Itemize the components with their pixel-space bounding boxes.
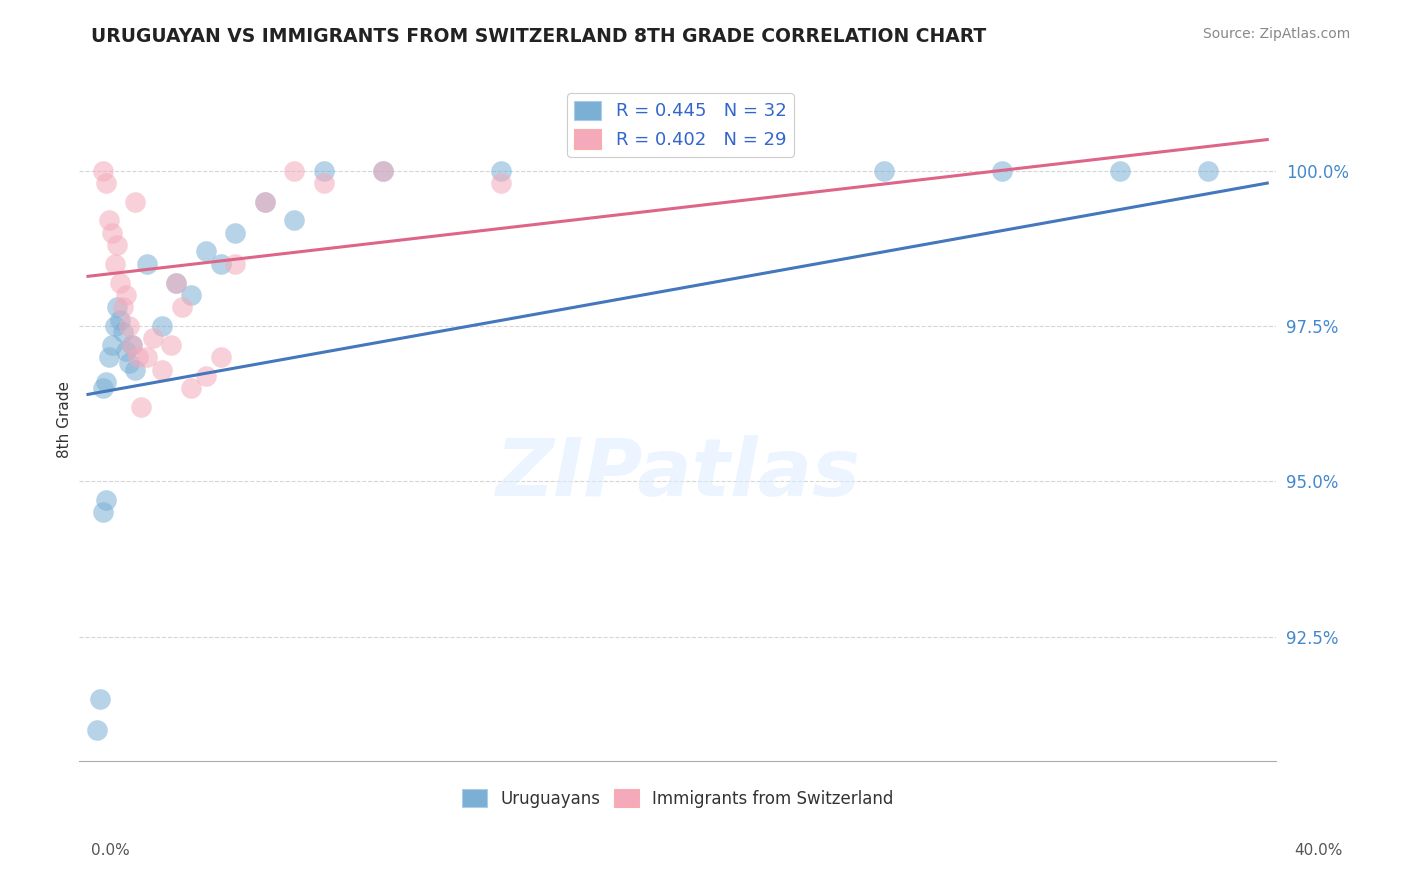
Point: [180, 381, 202, 395]
Point: [194, 244, 217, 259]
Point: [371, 163, 394, 178]
Legend: Uruguayans, Immigrants from Switzerland: Uruguayans, Immigrants from Switzerland: [456, 783, 900, 814]
Point: [110, 276, 132, 290]
Point: [121, 337, 143, 351]
Point: [142, 331, 165, 345]
Point: [283, 163, 305, 178]
Point: [124, 362, 146, 376]
Point: [100, 337, 122, 351]
Point: [89, 692, 111, 706]
Point: [165, 276, 187, 290]
Text: URUGUAYAN VS IMMIGRANTS FROM SWITZERLAND 8TH GRADE CORRELATION CHART: URUGUAYAN VS IMMIGRANTS FROM SWITZERLAND…: [91, 27, 987, 45]
Point: [91, 163, 114, 178]
Point: [194, 368, 217, 383]
Point: [180, 288, 202, 302]
Point: [224, 257, 246, 271]
Point: [112, 325, 135, 339]
Text: 40.0%: 40.0%: [1295, 843, 1343, 858]
Point: [112, 301, 135, 315]
Point: [107, 238, 129, 252]
Point: [110, 313, 132, 327]
Point: [1108, 163, 1130, 178]
Point: [209, 257, 232, 271]
Point: [91, 506, 114, 520]
Point: [129, 400, 152, 414]
Point: [873, 163, 896, 178]
Point: [253, 194, 276, 209]
Point: [94, 493, 117, 508]
Point: [100, 226, 122, 240]
Point: [97, 213, 120, 227]
Point: [97, 350, 120, 364]
Point: [115, 343, 138, 358]
Point: [224, 226, 246, 240]
Point: [103, 257, 125, 271]
Point: [209, 350, 232, 364]
Point: [103, 319, 125, 334]
Point: [312, 176, 335, 190]
Point: [118, 356, 141, 370]
Point: [94, 176, 117, 190]
Point: [253, 194, 276, 209]
Text: 0.0%: 0.0%: [91, 843, 131, 858]
Point: [283, 213, 305, 227]
Point: [124, 194, 146, 209]
Point: [489, 176, 512, 190]
Point: [121, 337, 143, 351]
Point: [127, 350, 149, 364]
Point: [86, 723, 108, 737]
Point: [371, 163, 394, 178]
Text: Source: ZipAtlas.com: Source: ZipAtlas.com: [1202, 27, 1350, 41]
Point: [991, 163, 1014, 178]
Point: [150, 362, 173, 376]
Text: ZIPatlas: ZIPatlas: [495, 435, 860, 513]
Point: [115, 288, 138, 302]
Point: [136, 350, 159, 364]
Point: [136, 257, 159, 271]
Point: [107, 301, 129, 315]
Point: [172, 301, 194, 315]
Point: [1197, 163, 1219, 178]
Point: [165, 276, 187, 290]
Point: [312, 163, 335, 178]
Point: [150, 319, 173, 334]
Point: [489, 163, 512, 178]
Y-axis label: 8th Grade: 8th Grade: [58, 381, 72, 458]
Point: [91, 381, 114, 395]
Point: [159, 337, 181, 351]
Point: [118, 319, 141, 334]
Point: [94, 375, 117, 389]
